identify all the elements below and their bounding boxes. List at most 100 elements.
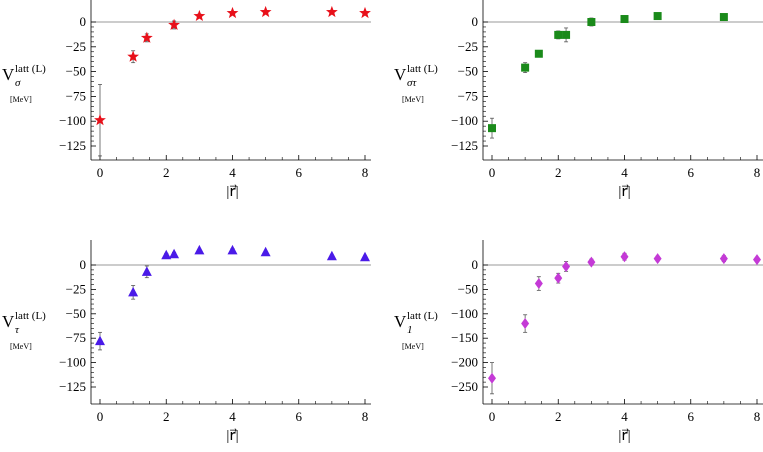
x-tick-label: 0 — [97, 165, 104, 180]
data-point — [94, 114, 106, 126]
x-tick-label: 4 — [621, 409, 628, 424]
y-tick-label: −75 — [66, 88, 86, 103]
data-point — [620, 15, 629, 24]
data-point — [587, 18, 596, 26]
x-tick-label: 8 — [362, 409, 369, 424]
data-point — [534, 278, 543, 290]
y-axis-label: V — [394, 65, 407, 84]
y-tick-label: −25 — [66, 39, 86, 54]
y-tick-label: −125 — [59, 379, 86, 394]
data-point — [587, 256, 596, 268]
x-tick-label: 6 — [688, 165, 695, 180]
data-point — [325, 5, 338, 18]
data-point — [562, 260, 571, 272]
data-point — [554, 30, 563, 39]
y-axis-label-subscript: 1 — [407, 324, 413, 336]
data-point — [259, 5, 272, 18]
data-point — [360, 251, 370, 262]
y-tick-label: −125 — [451, 138, 478, 153]
y-tick-label: 0 — [80, 14, 87, 29]
x-tick-label: 4 — [229, 409, 236, 424]
panel-2: 0 −25 −50 −75 −100 −125 0 2 4 6 8 |r⃗| V latt (L) στ [M… — [394, 0, 763, 200]
data-point — [95, 335, 105, 346]
y-axis-label-subscript: τ — [15, 324, 20, 336]
x-tick-label: 6 — [296, 409, 303, 424]
data-point — [141, 266, 152, 276]
data-point — [127, 50, 140, 62]
panel-1: 0 −25 −50 −75 −100 −125 0 2 4 6 8 |r⃗| V latt (L) σ [Me… — [2, 0, 371, 200]
data-point — [168, 18, 180, 30]
data-point — [359, 6, 371, 19]
y-tick-label: −25 — [66, 281, 86, 296]
y-axis-label-superscript: latt (L) — [15, 63, 46, 75]
y-axis-label-superscript: latt (L) — [15, 310, 46, 322]
data-point — [719, 13, 728, 22]
data-point — [753, 254, 761, 266]
y-axis-label: V — [394, 312, 407, 331]
y-axis-label-subscript: στ — [407, 77, 417, 89]
data-point — [169, 248, 180, 259]
y-axis-unit: [MeV] — [10, 342, 32, 351]
x-tick-label: 6 — [688, 409, 695, 424]
y-tick-label: −250 — [451, 379, 478, 394]
data-point — [562, 30, 571, 39]
y-tick-label: −50 — [458, 281, 478, 296]
data-point — [128, 286, 139, 297]
y-tick-label: −50 — [66, 306, 86, 321]
x-axis-label: |r⃗| — [226, 428, 238, 444]
y-axis-label-superscript: latt (L) — [407, 63, 438, 75]
x-axis-label: |r⃗| — [618, 184, 630, 200]
data-point — [326, 250, 337, 261]
data-point — [620, 251, 629, 263]
data-point — [554, 272, 563, 284]
x-tick-label: 2 — [163, 165, 170, 180]
y-axis-unit: [MeV] — [10, 95, 32, 104]
data-point — [226, 6, 239, 19]
data-point — [521, 318, 530, 330]
data-point — [194, 244, 205, 255]
y-tick-label: 0 — [80, 257, 87, 272]
y-tick-label: −50 — [458, 64, 478, 79]
x-tick-label: 8 — [754, 165, 761, 180]
x-tick-label: 0 — [489, 409, 496, 424]
y-axis-label-subscript: σ — [15, 77, 21, 89]
data-point — [653, 253, 662, 265]
y-tick-label: −200 — [451, 355, 478, 370]
x-tick-label: 0 — [489, 165, 496, 180]
panel-4: 0 −50 −100 −150 −200 −250 0 2 4 6 8 |r⃗| V latt (L) 1 [… — [394, 240, 763, 444]
x-tick-label: 8 — [362, 165, 369, 180]
y-axis-label: V — [2, 65, 15, 84]
x-tick-label: 2 — [555, 165, 562, 180]
y-tick-label: −100 — [451, 306, 478, 321]
data-point — [653, 12, 662, 21]
y-tick-label: 0 — [472, 257, 479, 272]
x-tick-label: 2 — [163, 409, 170, 424]
x-axis-label: |r⃗| — [618, 428, 630, 444]
x-tick-label: 8 — [754, 409, 761, 424]
data-point — [521, 63, 530, 72]
y-tick-label: 0 — [472, 14, 479, 29]
y-tick-label: −125 — [59, 138, 86, 153]
panel-3: 0 −25 −50 −75 −100 −125 0 2 4 6 8 |r⃗| V latt (L) τ [Me… — [2, 240, 371, 444]
y-tick-label: −100 — [59, 355, 86, 370]
y-axis-unit: [MeV] — [402, 95, 424, 104]
x-axis-label: |r⃗| — [226, 184, 238, 200]
y-axis-unit: [MeV] — [402, 342, 424, 351]
data-point — [260, 246, 271, 257]
y-tick-label: −50 — [66, 64, 86, 79]
y-axis-label-superscript: latt (L) — [407, 310, 438, 322]
y-axis-label: V — [2, 312, 15, 331]
data-point — [488, 124, 496, 133]
x-tick-label: 4 — [229, 165, 236, 180]
y-tick-label: −100 — [451, 113, 478, 128]
x-tick-label: 2 — [555, 409, 562, 424]
y-tick-label: −25 — [458, 39, 478, 54]
y-tick-label: −75 — [458, 88, 478, 103]
y-tick-label: −150 — [451, 330, 478, 345]
x-tick-label: 4 — [621, 165, 628, 180]
data-point — [161, 249, 172, 260]
data-point — [140, 31, 153, 43]
data-point — [534, 49, 543, 58]
data-point — [719, 253, 728, 265]
